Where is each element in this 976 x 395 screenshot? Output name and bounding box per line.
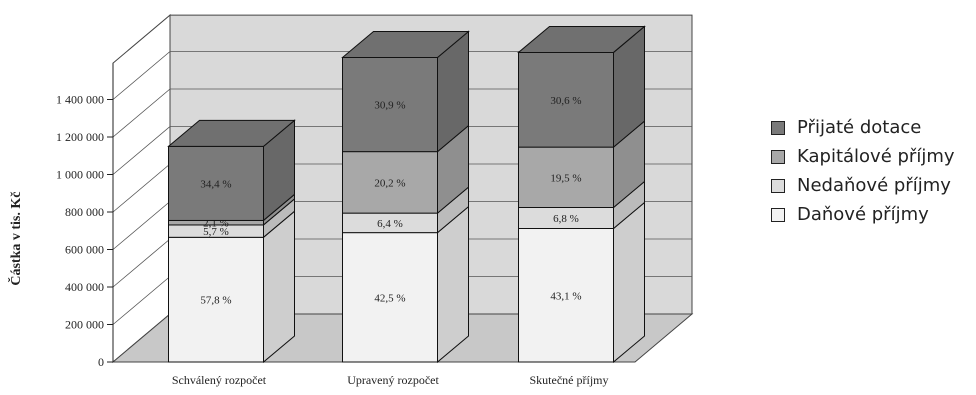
gridline — [112, 51, 692, 100]
bar-top — [167, 119, 296, 147]
data-label: 5,7 % — [203, 226, 229, 238]
legend-item: Kapitálové příjmy — [771, 142, 955, 171]
bar-front — [342, 232, 438, 363]
bar-segment — [168, 210, 295, 364]
bar-front — [342, 57, 438, 153]
y-tick-label: 200 000 — [65, 318, 104, 332]
legend-label: Nedaňové příjmy — [797, 175, 951, 196]
data-label: 30,9 % — [374, 100, 405, 112]
legend-swatch — [771, 178, 785, 193]
bar-top — [517, 25, 646, 53]
legend-label: Daňové příjmy — [797, 204, 929, 225]
bar-side — [437, 205, 469, 364]
bar-segment — [518, 201, 645, 364]
data-label: 19,5 % — [550, 172, 581, 184]
x-tick-label: Skutečné příjmy — [530, 373, 609, 387]
data-label: 43,1 % — [550, 290, 581, 302]
legend-swatch — [771, 207, 785, 222]
legend-label: Přijaté dotace — [797, 117, 922, 138]
data-label: 30,6 % — [550, 95, 581, 107]
bar-front — [518, 51, 614, 148]
bar-segment — [342, 124, 469, 215]
legend-swatch — [771, 120, 785, 135]
data-label: 42,5 % — [374, 292, 405, 304]
legend-label: Kapitálové příjmy — [797, 146, 955, 167]
data-label: 20,2 % — [374, 177, 405, 189]
data-label: 57,8 % — [200, 295, 231, 307]
y-tick-label: 1 400 000 — [56, 93, 104, 107]
y-tick-label: 400 000 — [65, 280, 104, 294]
bar-segment — [342, 205, 469, 364]
chart-side-wall — [112, 14, 171, 364]
legend-item: Nedaňové příjmy — [771, 171, 955, 200]
bar-segment — [517, 25, 646, 149]
legend-item: Přijaté dotace — [771, 113, 955, 142]
data-label: 34,4 % — [200, 178, 231, 190]
y-tick-label: 800 000 — [65, 205, 104, 219]
bar-segment — [341, 30, 470, 153]
legend-swatch — [771, 149, 785, 164]
data-label: 6,4 % — [377, 218, 403, 230]
y-tick-label: 1 000 000 — [56, 168, 104, 182]
y-tick-label: 1 200 000 — [56, 130, 104, 144]
bar-segment — [167, 119, 296, 222]
bar-front — [342, 151, 438, 214]
bar-side — [613, 201, 645, 364]
x-tick-label: Upravený rozpočet — [347, 373, 439, 387]
y-axis-label: Částka v tis. Kč — [7, 192, 24, 286]
y-tick-label: 0 — [98, 355, 104, 369]
bar-top — [341, 31, 470, 58]
data-label: 6,8 % — [553, 213, 579, 225]
legend-item: Daňové příjmy — [771, 200, 955, 229]
bar-segment — [518, 120, 645, 209]
y-tick-label: 600 000 — [65, 243, 104, 257]
legend: Přijaté dotace Kapitálové příjmy Nedaňové … — [771, 113, 955, 229]
bar-front — [168, 145, 264, 221]
bar-front — [168, 236, 264, 363]
bar-front — [518, 146, 614, 208]
x-tick-label: Schválený rozpočet — [172, 373, 267, 387]
